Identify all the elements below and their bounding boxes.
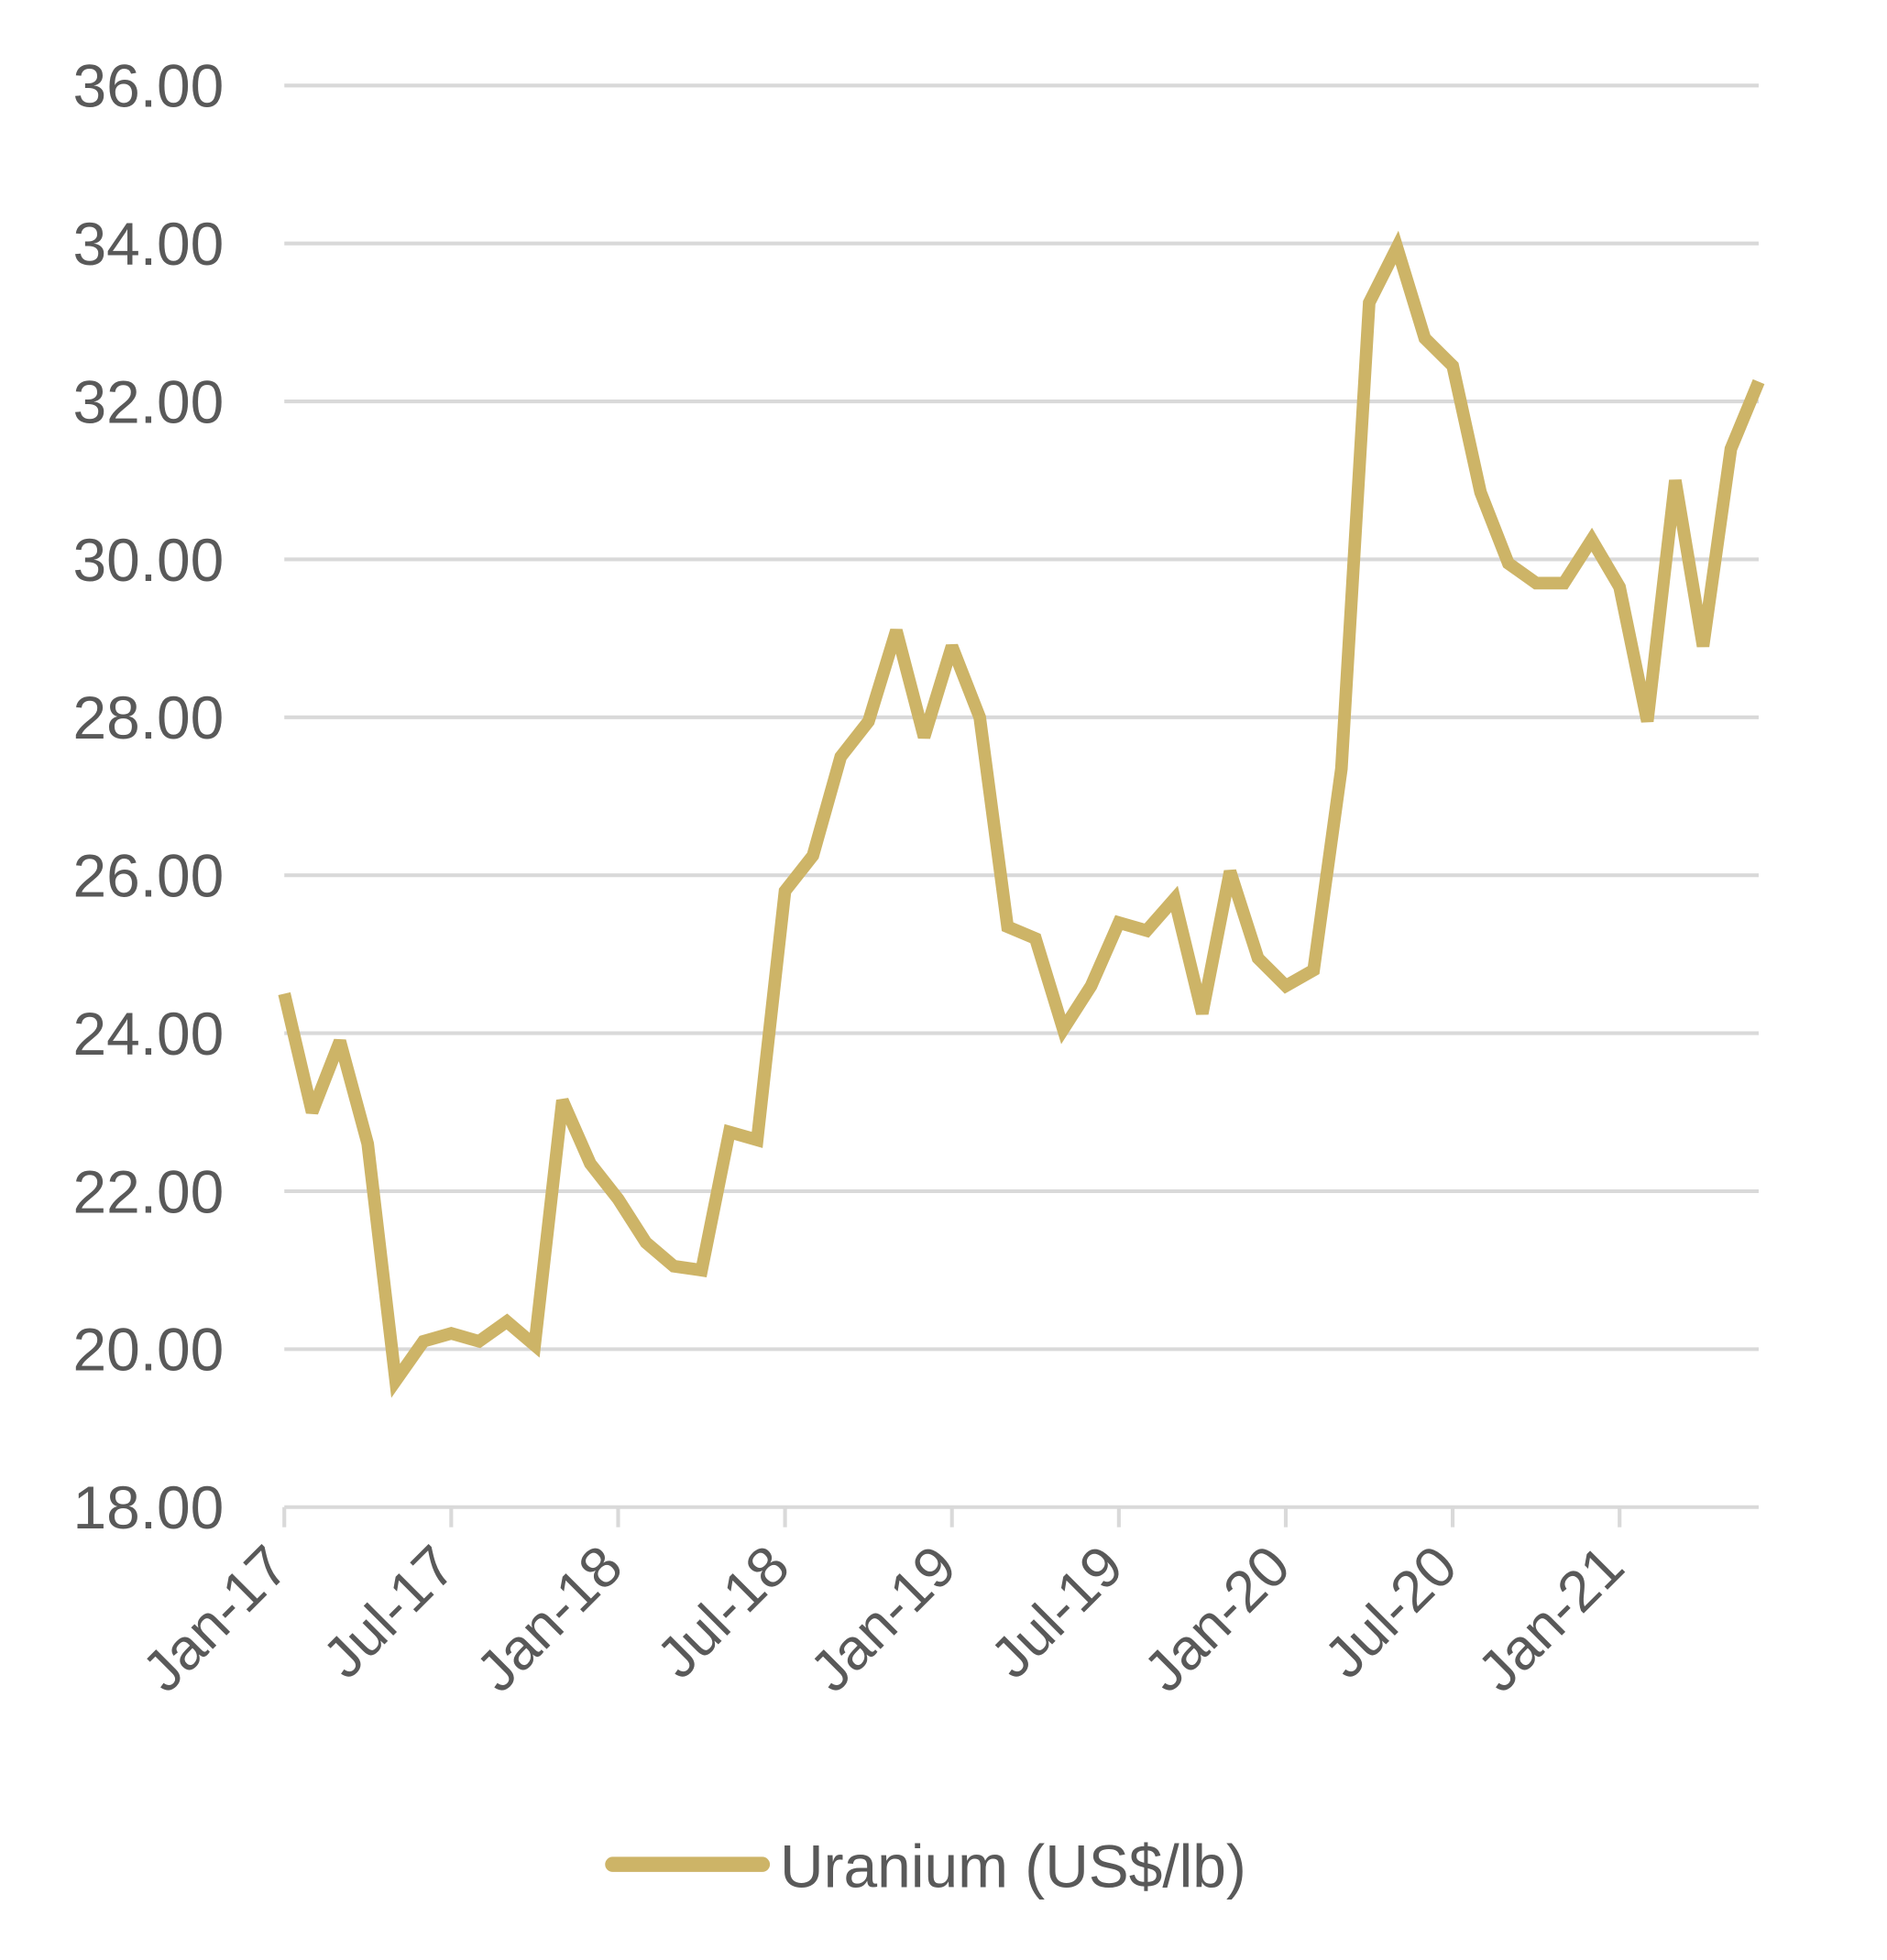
gridlines (284, 83, 1759, 1509)
x-tick-label: Jan-19 (798, 1534, 969, 1704)
x-tick-label: Jul-19 (979, 1534, 1135, 1691)
y-tick-label: 30.00 (72, 526, 224, 594)
x-tick-label: Jul-18 (645, 1534, 802, 1691)
y-tick-label: 22.00 (72, 1157, 224, 1225)
legend: Uranium (US$/lb) (605, 1832, 1246, 1900)
x-tick-label: Jul-17 (311, 1534, 467, 1691)
y-tick-label: 20.00 (72, 1316, 224, 1384)
y-tick-label: 36.00 (72, 52, 224, 120)
x-tick-label: Jan-18 (465, 1534, 635, 1704)
y-tick-label: 24.00 (72, 1000, 224, 1068)
x-tick-label: Jul-20 (1312, 1534, 1469, 1691)
y-tick-label: 34.00 (72, 210, 224, 278)
legend-label: Uranium (US$/lb) (780, 1832, 1246, 1900)
y-axis-tick-labels: 18.00 20.00 22.00 24.00 26.00 28.00 30.00 32.00… (72, 52, 224, 1541)
uranium-price-line (278, 230, 1765, 1398)
y-tick-label: 32.00 (72, 367, 224, 435)
x-tick-label: Jan-21 (1465, 1534, 1636, 1704)
x-tick-label: Jan-20 (1132, 1534, 1302, 1704)
y-tick-label: 18.00 (72, 1473, 224, 1541)
series-layer (278, 230, 1765, 1398)
x-tick-label: Jan-17 (130, 1534, 301, 1704)
y-tick-label: 26.00 (72, 842, 224, 910)
y-tick-label: 28.00 (72, 684, 224, 751)
